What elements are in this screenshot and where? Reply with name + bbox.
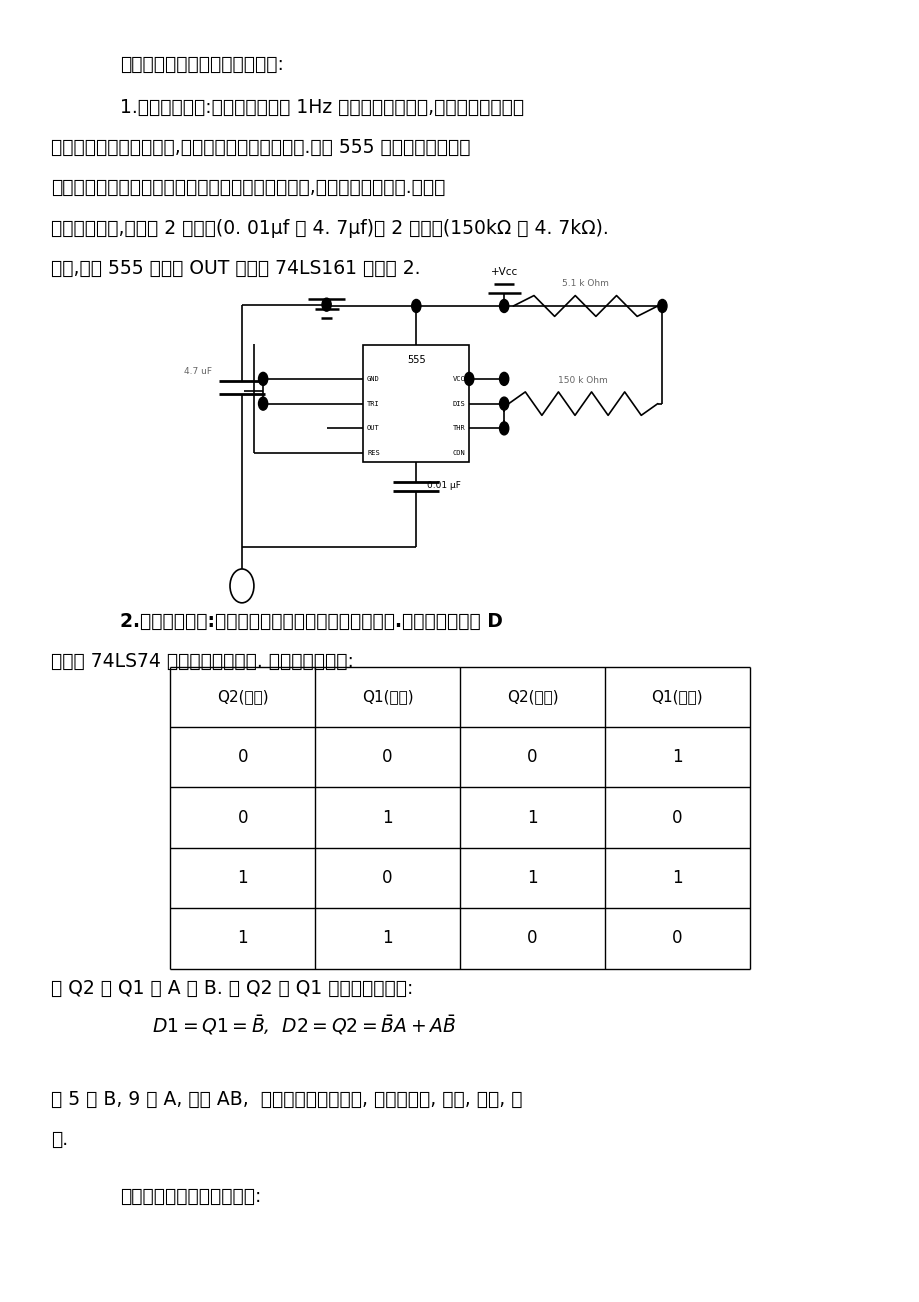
- Text: DIS: DIS: [452, 401, 465, 406]
- Circle shape: [464, 372, 473, 385]
- Text: 0: 0: [672, 930, 682, 948]
- Circle shape: [499, 299, 508, 312]
- Text: 555: 555: [406, 355, 425, 366]
- Text: 0: 0: [237, 749, 247, 767]
- Circle shape: [499, 372, 508, 385]
- Text: 2.状态转换模块:控制两个方向上的信号灯状态的转换.用一片双上升沿 D: 2.状态转换模块:控制两个方向上的信号灯状态的转换.用一片双上升沿 D: [119, 612, 502, 631]
- Text: CON: CON: [452, 450, 465, 456]
- Circle shape: [230, 569, 254, 603]
- Text: 4.7 uF: 4.7 uF: [184, 367, 211, 375]
- Text: 将 5 标 B, 9 标 A, 记为 AB,  由可以得到四种状态, 分别是绿红, 黄红, 红绿, 红: 将 5 标 B, 9 标 A, 记为 AB, 由可以得到四种状态, 分别是绿红,…: [51, 1090, 522, 1109]
- Text: RES: RES: [367, 450, 380, 456]
- Text: 计需要秒脉冲,利用的 2 个电容(0. 01μf 和 4. 7μf)和 2 个电阻(150kΩ 和 4. 7kΩ).: 计需要秒脉冲,利用的 2 个电容(0. 01μf 和 4. 7μf)和 2 个电…: [51, 219, 607, 238]
- Text: 接上不同的电阻和电容就可产生周期不同的方波脉冲,即不同的频率脉冲.课程设: 接上不同的电阻和电容就可产生周期不同的方波脉冲,即不同的频率脉冲.课程设: [51, 178, 445, 198]
- Text: 0: 0: [527, 930, 537, 948]
- Text: 交通灯控制系统的四个功能模块:: 交通灯控制系统的四个功能模块:: [119, 55, 283, 74]
- Text: 其中,芯片 555 的管脚 OUT 接两个 74LS161 的管脚 2.: 其中,芯片 555 的管脚 OUT 接两个 74LS161 的管脚 2.: [51, 259, 420, 279]
- Text: 黄.: 黄.: [51, 1130, 68, 1150]
- Text: GND: GND: [367, 376, 380, 381]
- Text: 状态转换模块的电路图如下:: 状态转换模块的电路图如下:: [119, 1187, 261, 1207]
- Circle shape: [322, 298, 331, 311]
- Text: OUT: OUT: [367, 426, 380, 431]
- Text: 触发器 74LS74 来控制这四个状态. 状态转移图如下:: 触发器 74LS74 来控制这四个状态. 状态转移图如下:: [51, 652, 353, 672]
- Text: 0: 0: [527, 749, 537, 767]
- Text: 同步工作和实现定时控制,为计时模块提供计数脉冲.通过 555 芯片按一定的线路: 同步工作和实现定时控制,为计时模块提供计数脉冲.通过 555 芯片按一定的线路: [51, 138, 470, 158]
- Text: $D1=Q1=\bar{B}$,  $D2=Q2=\bar{B}A+A\bar{B}$: $D1=Q1=\bar{B}$, $D2=Q2=\bar{B}A+A\bar{B…: [152, 1013, 456, 1036]
- Circle shape: [499, 422, 508, 435]
- Text: Q2(现态): Q2(现态): [217, 689, 268, 704]
- Circle shape: [258, 397, 267, 410]
- Text: 0: 0: [237, 809, 247, 827]
- Text: 150 k Ohm: 150 k Ohm: [558, 376, 607, 385]
- Circle shape: [258, 372, 267, 385]
- Text: Q1(次态): Q1(次态): [651, 689, 702, 704]
- Text: 1: 1: [671, 749, 682, 767]
- Text: 0.01 µF: 0.01 µF: [427, 482, 460, 490]
- Text: 1: 1: [381, 809, 392, 827]
- Text: TRI: TRI: [367, 401, 380, 406]
- Text: 0: 0: [382, 749, 392, 767]
- Bar: [363, 345, 469, 462]
- Text: THR: THR: [452, 426, 465, 431]
- Text: VCC: VCC: [452, 376, 465, 381]
- Text: 1: 1: [527, 809, 538, 827]
- Circle shape: [412, 299, 421, 312]
- Text: 1: 1: [237, 930, 248, 948]
- Text: 0: 0: [382, 868, 392, 887]
- Text: Q1(现态): Q1(现态): [361, 689, 413, 704]
- Text: 1.时钟产生模块:负责产生频率为 1Hz 的稳定秒脉冲信号,确保整个电路装置: 1.时钟产生模块:负责产生频率为 1Hz 的稳定秒脉冲信号,确保整个电路装置: [119, 98, 523, 117]
- Text: 1: 1: [671, 868, 682, 887]
- Text: 1: 1: [237, 868, 248, 887]
- Circle shape: [657, 299, 666, 312]
- Text: Q2(次态): Q2(次态): [506, 689, 558, 704]
- Text: 设 Q2 与 Q1 为 A 和 B. 则 Q2 与 Q1 的现态可表示为:: 设 Q2 与 Q1 为 A 和 B. 则 Q2 与 Q1 的现态可表示为:: [51, 979, 413, 999]
- Text: +Vcc: +Vcc: [490, 267, 517, 277]
- Text: 1: 1: [527, 868, 538, 887]
- Text: 1: 1: [381, 930, 392, 948]
- Circle shape: [499, 397, 508, 410]
- Text: 0: 0: [672, 809, 682, 827]
- Text: 5.1 k Ohm: 5.1 k Ohm: [562, 279, 608, 288]
